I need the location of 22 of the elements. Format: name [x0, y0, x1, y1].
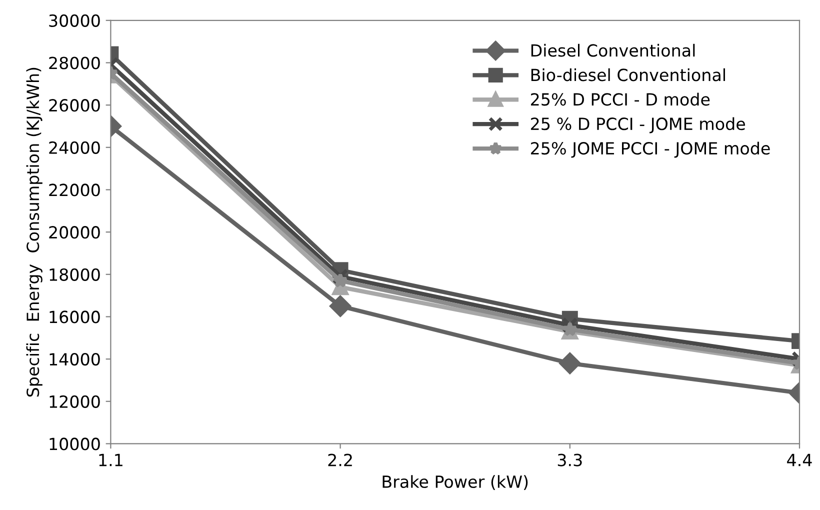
x-tick-label: 2.2 — [328, 454, 352, 466]
y-axis-title: Specific Energy Consumption (KJ/kWh) — [26, 68, 42, 397]
y-tick-label: 20000 — [49, 226, 100, 239]
y-tick-label: 18000 — [50, 268, 100, 281]
y-tick-label: 22000 — [49, 184, 100, 196]
y-tick-label: 28000 — [49, 56, 100, 70]
y-tick-label: 16000 — [50, 310, 100, 324]
legend-label: 25 % D PCCI - JOME mode — [530, 117, 746, 134]
legend-label: Diesel Conventional — [531, 44, 695, 57]
y-tick-label: 24000 — [49, 141, 100, 154]
y-tick-label: 30000 — [49, 14, 100, 27]
legend-label: 25% D PCCI - D mode — [530, 92, 710, 106]
legend-label: 25% JOME PCCI - JOME mode — [530, 142, 770, 158]
y-tick-label: 12000 — [50, 395, 100, 408]
y-tick-label: 14000 — [50, 353, 100, 366]
x-axis-title: Brake Power (kW) — [382, 475, 528, 490]
y-tick-label: 10000 — [50, 438, 100, 450]
legend-label: Bio-diesel Conventional — [531, 68, 725, 82]
y-tick-label: 26000 — [49, 99, 100, 112]
x-tick-label: 4.4 — [787, 454, 812, 466]
x-tick-label: 3.3 — [558, 454, 582, 466]
x-tick-label: 1.1 — [99, 454, 122, 466]
